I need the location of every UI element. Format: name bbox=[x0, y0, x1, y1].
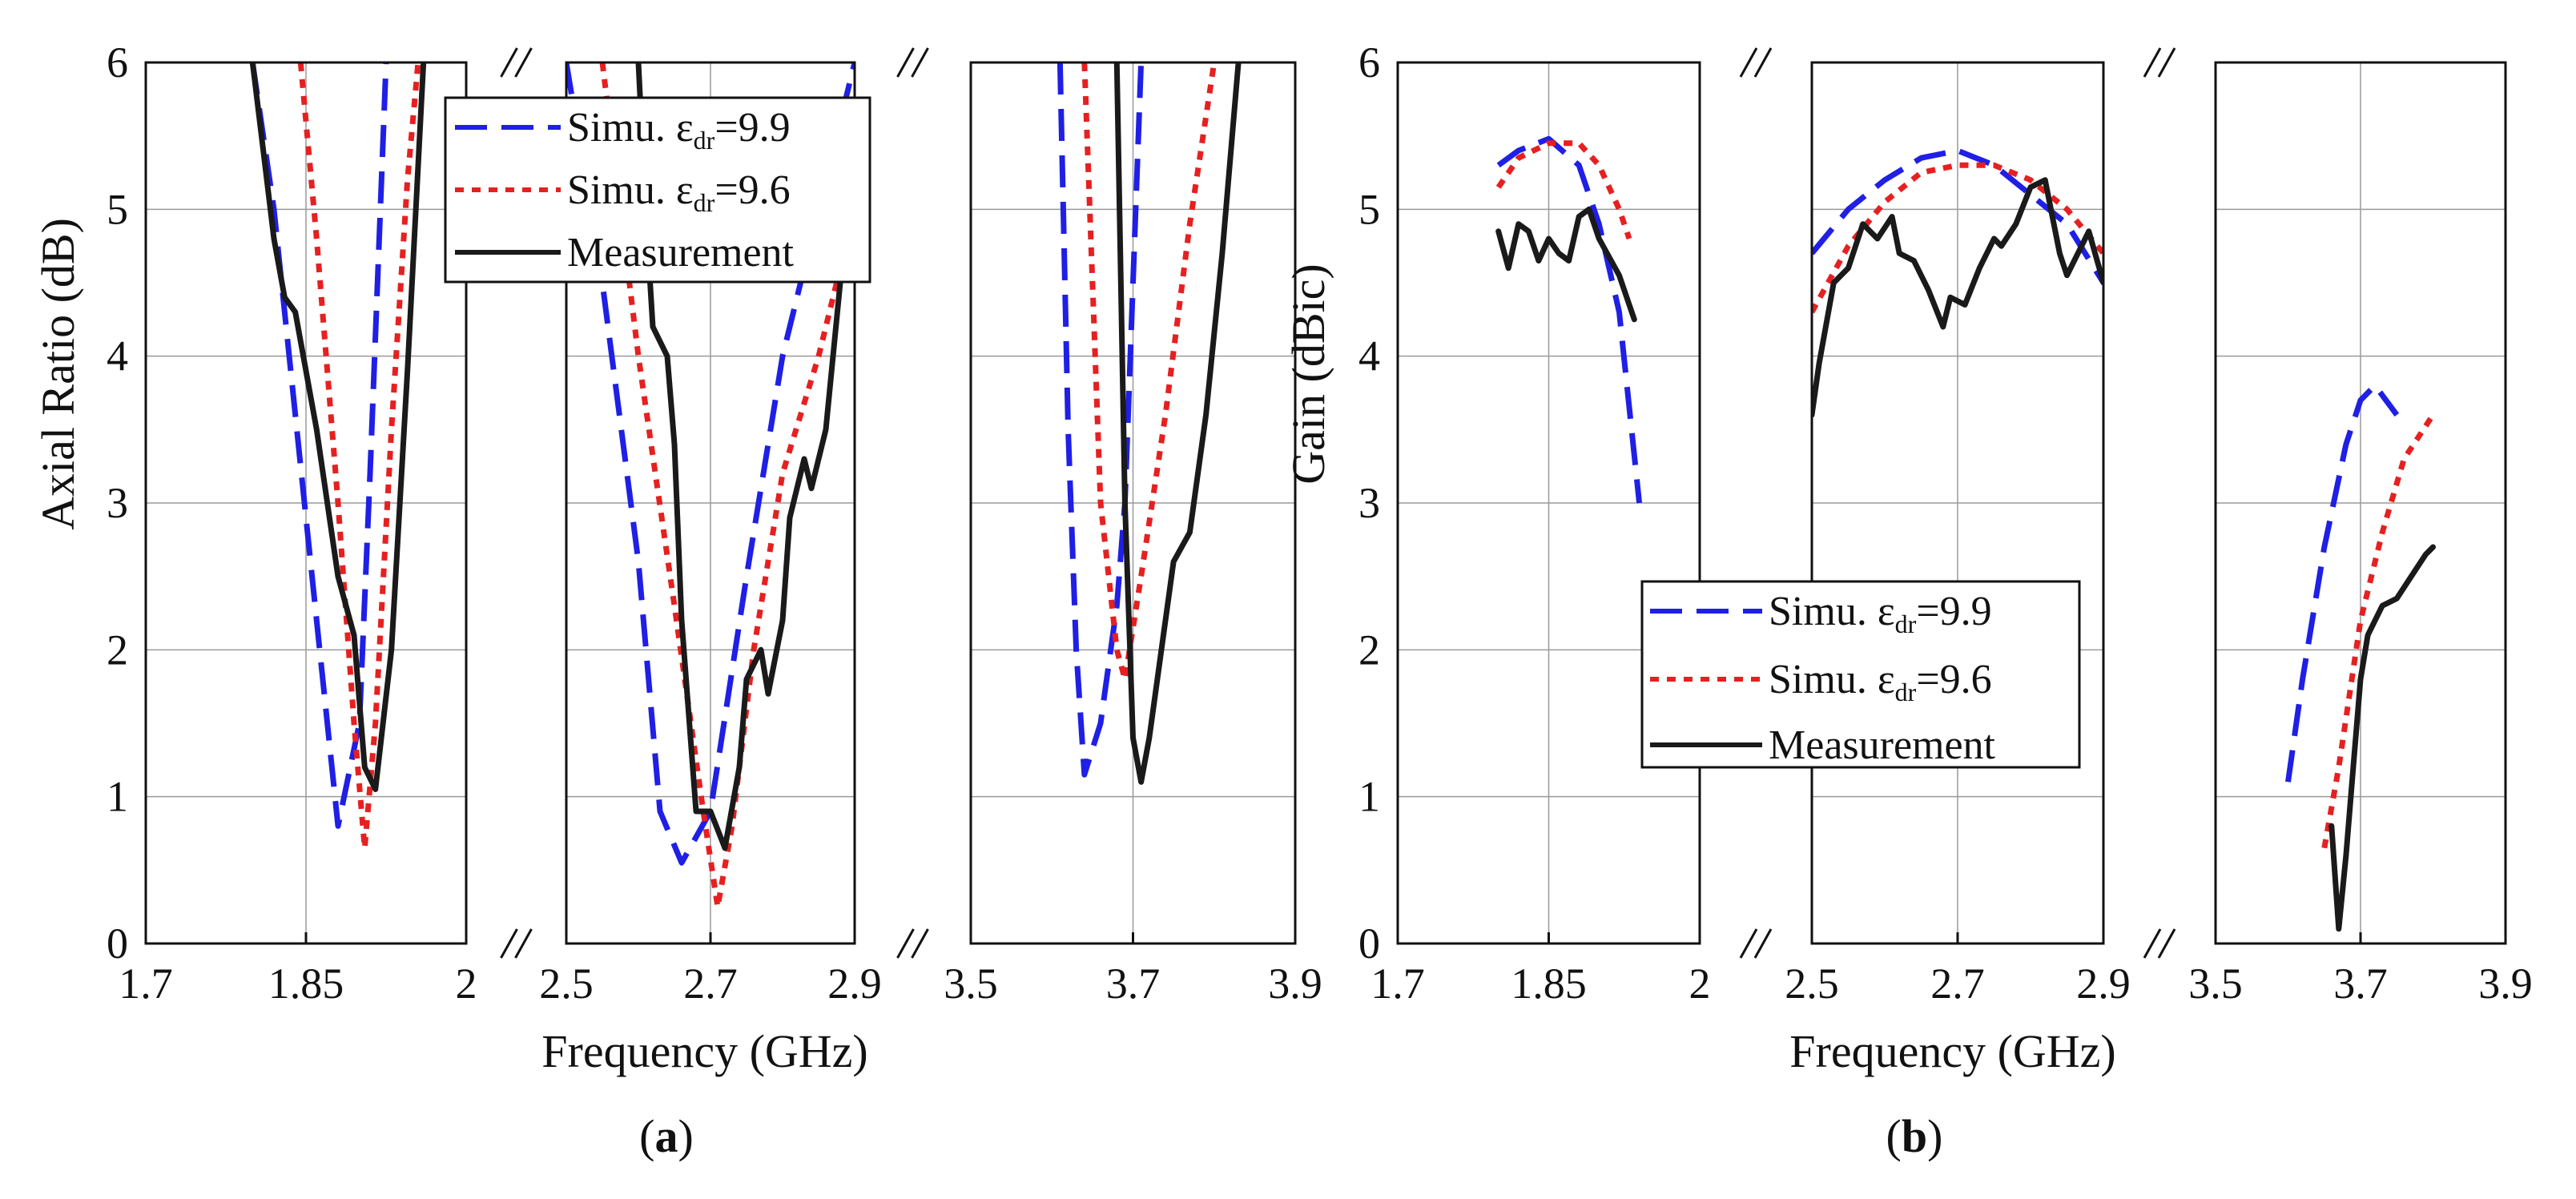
panel-a-ytick-label: 2 bbox=[107, 626, 128, 674]
panel-a-xtick-label: 2.5 bbox=[539, 960, 594, 1008]
panel-b-ytick-label: 0 bbox=[1358, 919, 1380, 968]
panel-a-axis-break-mask bbox=[895, 939, 931, 948]
panel-a-axial-ratio-chart: 0 1 2 3 4 5 6 1.7 1.85 2 2.5 2.7 2.9 3.5 3.7 3.9 Axial … bbox=[32, 38, 1322, 1162]
panel-a-ylabel: Axial Ratio (dB) bbox=[32, 218, 84, 530]
panel-a-axis-break-mask bbox=[498, 939, 534, 948]
panel-b-series-2-segment-2-line bbox=[2328, 544, 2436, 932]
panel-a-ytick-label: 0 bbox=[107, 919, 128, 968]
panel-a-axis-break-mark bbox=[500, 928, 518, 959]
panel-b-axis-break-mark bbox=[1753, 47, 1773, 78]
panel-a-legend-label-0: Simu. εdr=9.9 bbox=[567, 105, 791, 155]
panel-b-series-0-segment-0-line bbox=[1496, 135, 1643, 504]
panel-b-legend-label-1: Simu. εdr=9.6 bbox=[1769, 657, 1992, 706]
panel-b-xtick-label: 3.7 bbox=[2333, 960, 2388, 1008]
panel-b-xtick-label: 3.5 bbox=[2188, 960, 2243, 1008]
panel-a-series-0-segment-0-line bbox=[249, 62, 389, 829]
panel-a-legend-label-1: Simu. εdr=9.6 bbox=[567, 167, 791, 217]
panel-b-ytick-label: 3 bbox=[1358, 479, 1380, 527]
panel-a-legend: Simu. εdr=9.9 Simu. εdr=9.6 Measurement bbox=[444, 96, 871, 284]
panel-b-axis-break-mark bbox=[2143, 928, 2162, 959]
panel-b-series-2-segment-1-line bbox=[1812, 177, 2103, 418]
panel-a-axis-break-mark bbox=[896, 928, 915, 959]
panel-b-series-0-segment-1-line bbox=[1812, 147, 2103, 284]
panel-b-legend-label-0: Simu. εdr=9.9 bbox=[1769, 589, 1992, 638]
panel-b-ytick-label: 2 bbox=[1358, 626, 1380, 674]
panel-b-series-1-segment-0-line bbox=[1495, 140, 1632, 240]
panel-a-caption: (a) bbox=[639, 1110, 694, 1162]
panel-a-xtick-label: 3.7 bbox=[1106, 960, 1161, 1008]
panel-b-ytick-label: 4 bbox=[1358, 332, 1380, 380]
panel-a-xtick-label: 1.7 bbox=[119, 960, 173, 1008]
panel-a-xtick-label: 2.9 bbox=[827, 960, 882, 1008]
panel-a-axis-break-mark bbox=[500, 47, 518, 78]
panel-b-series-1-segment-1-line bbox=[1812, 162, 2103, 314]
panel-a-axis-break-mask bbox=[498, 58, 534, 66]
panel-a-axis-break-mark bbox=[911, 928, 929, 959]
panel-a-axis-break-mark bbox=[896, 47, 915, 78]
panel-b-series-2-segment-0-line bbox=[1495, 206, 1637, 323]
panel-a-xtick-label: 3.5 bbox=[944, 960, 998, 1008]
panel-b-xtick-label: 2.9 bbox=[2076, 960, 2131, 1008]
panel-b-axis-break-mark bbox=[1739, 928, 1758, 959]
panel-b-xlabel: Frequency (GHz) bbox=[1789, 1025, 2115, 1077]
panel-a-series-2-segment-0-line bbox=[249, 62, 427, 792]
panel-b-axis-break-mask bbox=[1738, 58, 1773, 66]
panel-b-gain-chart: 0 1 2 3 4 5 6 1.7 1.85 2 2.5 2.7 2.9 3.5 3.7 3.9 Gain (… bbox=[1282, 38, 2533, 1162]
panel-b-axis-break-mark bbox=[1753, 928, 1773, 959]
panel-b-xtick-label: 2.7 bbox=[1930, 960, 1985, 1008]
panel-a-xtick-label: 3.9 bbox=[1268, 960, 1322, 1008]
panel-b-xtick-label: 3.9 bbox=[2478, 960, 2533, 1008]
panel-b-xtick-label: 1.85 bbox=[1511, 960, 1587, 1008]
panel-a-ytick-label: 6 bbox=[107, 38, 128, 87]
panel-a-xtick-label: 1.85 bbox=[268, 960, 344, 1008]
panel-a-ytick-label: 3 bbox=[107, 479, 128, 527]
panel-a-series-2-segment-1-line bbox=[635, 62, 855, 851]
panel-b-caption: (b) bbox=[1886, 1110, 1943, 1162]
panel-b-xtick-label: 2 bbox=[1689, 960, 1711, 1008]
panel-a-axis-break-mark bbox=[514, 928, 533, 959]
panel-b-ytick-label: 1 bbox=[1358, 773, 1380, 821]
panel-a-series-1-segment-1-line bbox=[599, 62, 855, 910]
panel-b-xtick-label: 1.7 bbox=[1371, 960, 1425, 1008]
panel-a-series-1-segment-2-line bbox=[1081, 62, 1218, 682]
panel-a-xtick-label: 2.7 bbox=[683, 960, 738, 1008]
panel-b-series-1-segment-2-line bbox=[2321, 413, 2436, 849]
panel-b-axis-break-mask bbox=[1738, 939, 1773, 948]
panel-b-axis-break-mask bbox=[2142, 939, 2177, 948]
panel-b-axis-break-mark bbox=[1739, 47, 1758, 78]
panel-b-ytick-label: 6 bbox=[1358, 38, 1380, 87]
panel-b-ytick-label: 5 bbox=[1358, 185, 1380, 233]
panel-a-ytick-label: 4 bbox=[107, 332, 128, 380]
panel-a-xtick-label: 2 bbox=[456, 960, 477, 1008]
panel-a-legend-label-2: Measurement bbox=[567, 230, 795, 276]
panel-a-ytick-label: 1 bbox=[107, 773, 128, 821]
panel-a-axis-break-mark bbox=[911, 47, 929, 78]
panel-a-axis-break-mark bbox=[514, 47, 533, 78]
panel-b-xtick-label: 2.5 bbox=[1785, 960, 1839, 1008]
panel-b-ylabel: Gain (dBic) bbox=[1282, 264, 1334, 484]
panel-b-axis-break-mark bbox=[2157, 47, 2176, 78]
panel-b-axis-break-mark bbox=[2157, 928, 2176, 959]
panel-b-series-0-segment-2-line bbox=[2285, 382, 2400, 783]
panel-a-xlabel: Frequency (GHz) bbox=[541, 1025, 867, 1077]
panel-a-ytick-label: 5 bbox=[107, 185, 128, 233]
panel-a-series-2-segment-2-line bbox=[1113, 62, 1242, 785]
panel-b-axis-break-mask bbox=[2142, 58, 2177, 66]
panel-b-legend: Simu. εdr=9.9 Simu. εdr=9.6 Measurement bbox=[1640, 580, 2081, 769]
panel-b-legend-label-2: Measurement bbox=[1769, 722, 1996, 768]
panel-b-axis-break-mark bbox=[2143, 47, 2162, 78]
panel-a-axis-break-mask bbox=[895, 58, 931, 66]
